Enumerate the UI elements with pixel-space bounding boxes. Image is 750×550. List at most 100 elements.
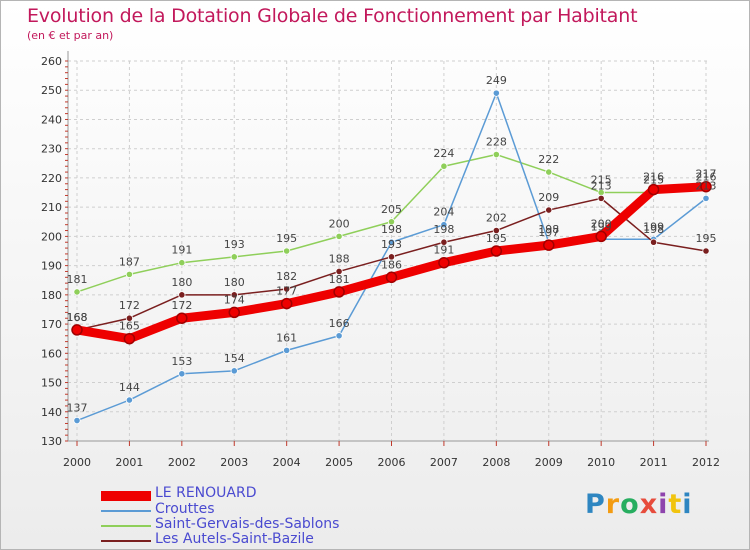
data-label-saint-gervais-des-sablons: 228 (486, 136, 507, 149)
legend-swatch-les-autels (101, 540, 151, 542)
logo-letter: P (585, 489, 606, 520)
logo-letter: r (605, 489, 621, 520)
y-tick-label: 230 (41, 143, 62, 156)
x-tick-label: 2004 (273, 456, 301, 469)
data-point-crouttes (702, 194, 710, 202)
logo-letter: i (682, 489, 693, 520)
data-point-le-renouard (228, 306, 240, 319)
data-label-les-autels-saint-bazile: 195 (696, 232, 717, 245)
y-tick-label: 170 (41, 318, 62, 331)
data-point-le-renouard (700, 180, 712, 193)
x-tick-label: 2010 (587, 456, 615, 469)
data-point-crouttes (283, 346, 291, 354)
data-point-le-renouard (280, 297, 293, 310)
data-point-le-renouard (595, 230, 607, 243)
data-point-crouttes (440, 221, 448, 229)
data-point-saint-gervais-des-sablons (335, 232, 343, 240)
data-label-crouttes: 204 (433, 206, 454, 219)
data-label-saint-gervais-des-sablons: 195 (276, 232, 297, 245)
data-label-le-renouard: 174 (224, 293, 245, 306)
y-tick-label: 130 (41, 435, 62, 448)
legend-swatch-crouttes (101, 510, 151, 512)
data-label-crouttes: 144 (119, 381, 140, 394)
data-label-crouttes: 137 (67, 402, 88, 415)
data-point-crouttes (387, 238, 396, 246)
legend-label-saint-gervais: Saint-Gervais-des-Sablons (155, 516, 340, 532)
data-point-le-renouard (438, 256, 450, 269)
data-label-crouttes: 166 (329, 317, 350, 330)
data-label-saint-gervais-des-sablons: 191 (171, 244, 192, 257)
series-group (71, 89, 712, 425)
data-point-le-renouard (123, 332, 136, 345)
data-point-le-renouard (176, 312, 188, 324)
data-point-le-renouard (333, 286, 345, 298)
data-point-les-autels-saint-bazile (649, 238, 658, 246)
data-label-crouttes: 153 (171, 355, 192, 368)
x-tick-label: 2008 (482, 456, 510, 469)
data-label-saint-gervais-des-sablons: 181 (67, 273, 88, 286)
data-point-les-autels-saint-bazile (492, 226, 500, 235)
data-label-crouttes: 199 (591, 220, 612, 233)
x-tick-label: 2012 (692, 456, 720, 469)
data-label-saint-gervais-des-sablons: 193 (224, 238, 245, 251)
data-label-les-autels-saint-bazile: 198 (643, 223, 664, 236)
x-tick-label: 2006 (378, 456, 406, 469)
data-point-le-renouard (385, 271, 398, 284)
data-label-saint-gervais-des-sablons: 216 (696, 171, 717, 184)
data-point-les-autels-saint-bazile (283, 285, 291, 293)
legend-label-crouttes: Crouttes (155, 501, 215, 517)
x-tick-label: 2003 (220, 456, 248, 469)
data-point-crouttes (492, 89, 500, 97)
data-label-les-autels-saint-bazile: 188 (329, 252, 350, 265)
data-point-saint-gervais-des-sablons (387, 218, 396, 226)
x-tick-label: 2005 (325, 456, 353, 469)
data-label-saint-gervais-des-sablons: 215 (591, 174, 612, 187)
data-label-le-renouard: 168 (67, 311, 88, 324)
data-label-saint-gervais-des-sablons: 222 (538, 153, 559, 166)
logo-letter: x (639, 489, 659, 520)
logo-letter: t (668, 489, 683, 520)
data-point-saint-gervais-des-sablons (440, 162, 448, 170)
data-point-saint-gervais-des-sablons (283, 247, 291, 255)
data-label-le-renouard: 195 (486, 232, 507, 245)
data-point-saint-gervais-des-sablons (125, 270, 134, 278)
y-axis: 130 140 150 160 170 180 190 200 210 220 230 240 250 2… (41, 51, 69, 448)
y-tick-label: 160 (41, 347, 62, 360)
logo-letter: o (620, 489, 640, 520)
data-label-les-autels-saint-bazile: 172 (119, 299, 140, 312)
data-point-saint-gervais-des-sablons (178, 259, 186, 267)
data-label-les-autels-saint-bazile: 193 (381, 238, 402, 251)
y-tick-label: 140 (41, 406, 62, 419)
data-point-saint-gervais-des-sablons (73, 288, 81, 296)
data-point-crouttes (178, 370, 186, 378)
legend-label-le-renouard: LE RENOUARD (155, 485, 257, 501)
data-label-le-renouard: 217 (696, 168, 717, 181)
data-label-les-autels-saint-bazile: 198 (433, 223, 454, 236)
x-tick-label: 2001 (115, 456, 143, 469)
data-point-les-autels-saint-bazile (597, 194, 605, 202)
data-label-le-renouard: 216 (643, 171, 664, 184)
y-tick-label: 260 (41, 55, 62, 68)
data-point-les-autels-saint-bazile (230, 291, 238, 299)
data-label-saint-gervais-des-sablons: 215 (643, 174, 664, 187)
data-point-les-autels-saint-bazile (125, 314, 134, 322)
data-point-crouttes (335, 332, 343, 340)
data-label-crouttes: 198 (381, 223, 402, 236)
data-point-les-autels-saint-bazile (178, 291, 186, 299)
data-label-le-renouard: 172 (171, 299, 192, 312)
legend-swatch-le-renouard (101, 491, 151, 501)
data-label-saint-gervais-des-sablons: 205 (381, 203, 402, 216)
y-tick-label: 180 (41, 289, 62, 302)
chart-title: Evolution de la Dotation Globale de Fonc… (27, 5, 638, 27)
data-point-les-autels-saint-bazile (440, 238, 448, 246)
x-tick-label: 2011 (640, 456, 668, 469)
y-tick-label: 210 (41, 201, 62, 214)
data-label-crouttes: 213 (696, 179, 717, 192)
data-label-les-autels-saint-bazile: 209 (538, 191, 559, 204)
data-point-saint-gervais-des-sablons (492, 150, 500, 159)
data-point-saint-gervais-des-sablons (230, 253, 238, 261)
proxiti-logo: Proxiti (585, 489, 693, 520)
